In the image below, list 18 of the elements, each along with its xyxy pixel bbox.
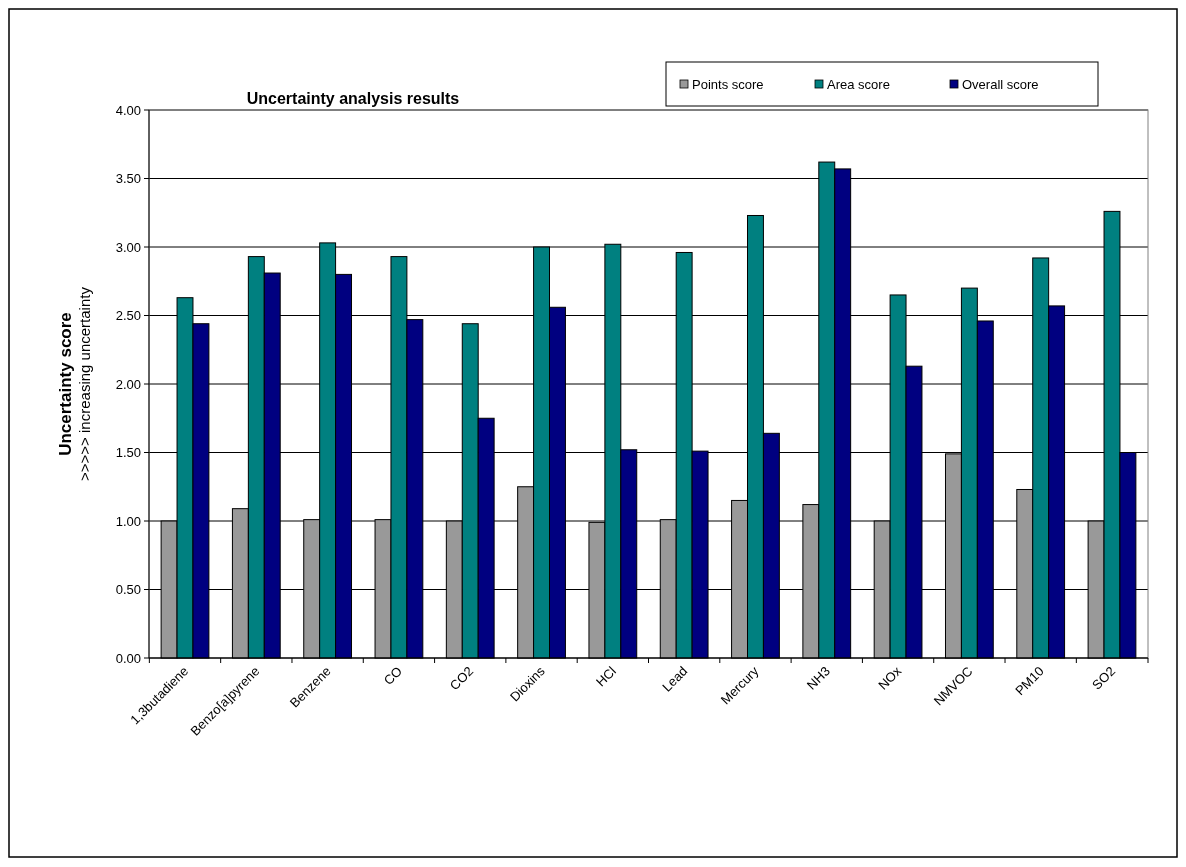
y-tick-label: 1.50 — [115, 445, 141, 461]
y-tick-label: 2.50 — [115, 308, 141, 324]
x-tick-label: HCl — [593, 663, 620, 690]
y-tick-label: 3.50 — [115, 171, 141, 187]
y-tick-label: 1.00 — [115, 513, 141, 529]
y-tick-label: 0.50 — [115, 582, 141, 598]
y-axis-title: Uncertainty score >>>>> increasing uncertainty — [55, 286, 93, 481]
legend-label: Points score — [692, 76, 764, 92]
x-tick-label: CO — [380, 663, 406, 688]
legend-label: Overall score — [962, 76, 1039, 92]
y-tick-label: 4.00 — [115, 102, 141, 118]
y-tick-label: 2.00 — [115, 376, 141, 392]
y-tick-label: 3.00 — [115, 239, 141, 255]
chart-title: Uncertainty analysis results — [246, 90, 460, 107]
x-tick-label: SO2 — [1089, 663, 1119, 693]
x-tick-label: CO2 — [446, 663, 477, 694]
y-tick-label: 0.00 — [115, 650, 141, 666]
legend-label: Area score — [827, 76, 890, 92]
